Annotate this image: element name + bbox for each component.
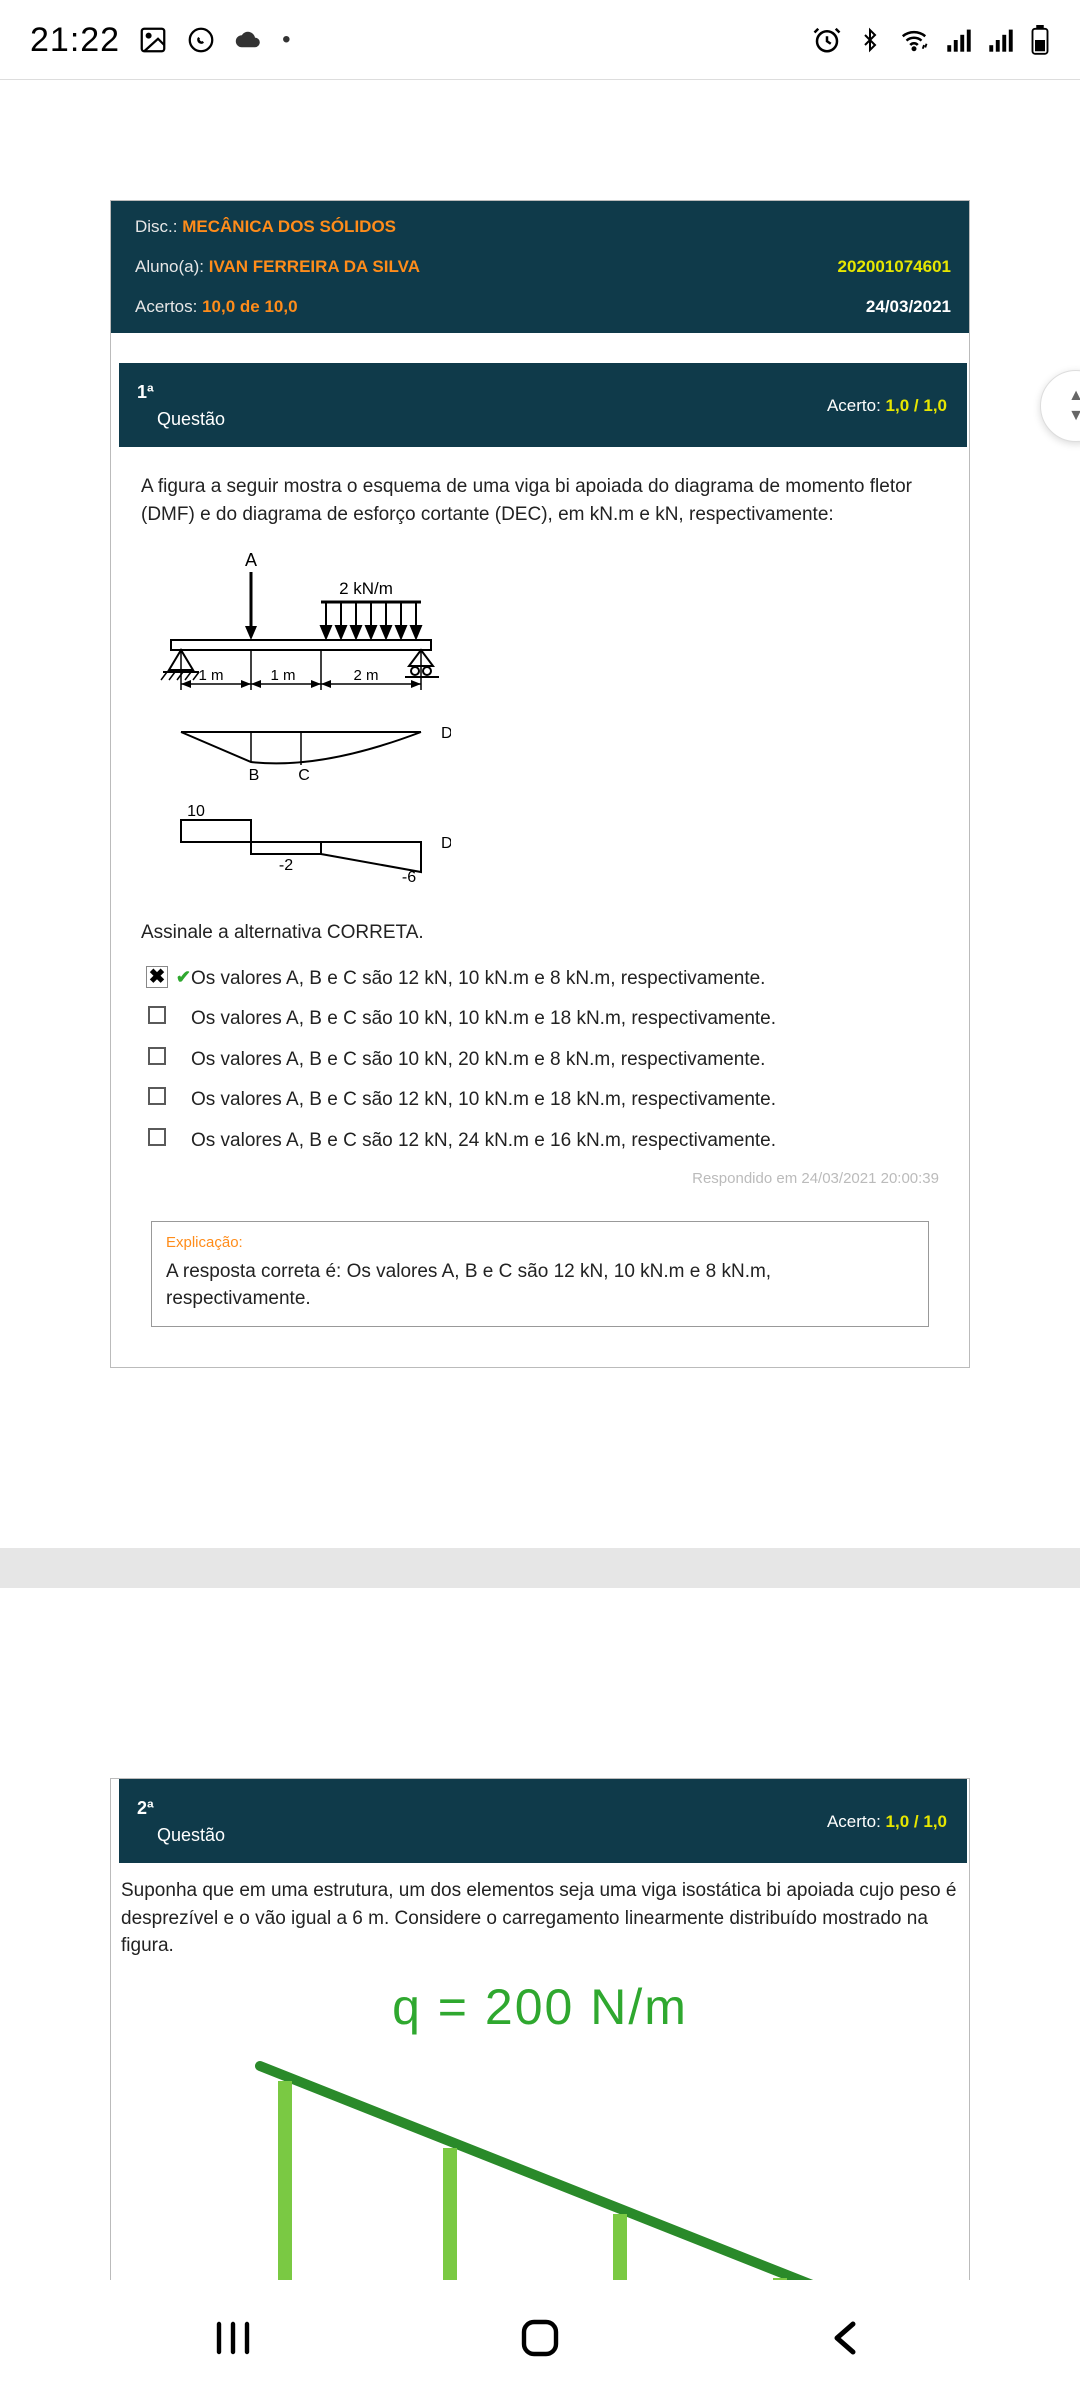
gallery-icon	[138, 25, 168, 55]
checkbox-icon	[148, 1047, 166, 1065]
svg-text:1 m: 1 m	[270, 667, 295, 684]
acertos-label: Acertos:	[135, 297, 197, 316]
checkbox-icon	[148, 1087, 166, 1105]
alternative-marker	[141, 1085, 173, 1105]
q1-instruction: Assinale a alternativa CORRETA.	[141, 922, 939, 944]
alarm-icon	[812, 25, 842, 55]
alternative-marker	[141, 1004, 173, 1024]
checkbox-icon	[148, 1128, 166, 1146]
q1-text: A figura a seguir mostra o esquema de um…	[141, 473, 939, 528]
battery-icon	[1030, 25, 1050, 55]
header-date: 24/03/2021	[866, 297, 951, 317]
cloud-icon	[234, 28, 264, 52]
svg-text:2 m: 2 m	[353, 667, 378, 684]
alternative-row[interactable]: Os valores A, B e C são 12 kN, 24 kN.m e…	[141, 1126, 939, 1156]
q2-score-earned: 1,0	[886, 1812, 910, 1831]
explanation-title: Explicação:	[166, 1234, 914, 1251]
aluno-label: Aluno(a):	[135, 257, 204, 276]
q1-word: Questão	[137, 406, 225, 433]
back-button[interactable]	[823, 2314, 871, 2367]
alternative-row[interactable]: Os valores A, B e C são 12 kN, 10 kN.m e…	[141, 1085, 939, 1115]
dot-icon: •	[282, 26, 290, 54]
alternative-text: Os valores A, B e C são 12 kN, 10 kN.m e…	[191, 1085, 939, 1115]
answered-timestamp: Respondido em 24/03/2021 20:00:39	[141, 1170, 939, 1187]
explanation-text: A resposta correta é: Os valores A, B e …	[166, 1259, 914, 1312]
q1-score-total: 1,0	[923, 396, 947, 415]
svg-text:1 m: 1 m	[198, 667, 223, 684]
q2-score-total: 1,0	[923, 1812, 947, 1831]
alternative-row[interactable]: Os valores A, B e C são 10 kN, 20 kN.m e…	[141, 1045, 939, 1075]
alternative-text: Os valores A, B e C são 10 kN, 10 kN.m e…	[191, 1004, 939, 1034]
clock: 21:22	[30, 21, 120, 60]
svg-text:C: C	[298, 767, 310, 784]
disc-label: Disc.:	[135, 217, 178, 236]
load-label: q = 200 N/m	[111, 1978, 969, 2036]
signal-2-icon	[988, 27, 1014, 53]
svg-text:B: B	[249, 767, 260, 784]
alternative-row[interactable]: Os valores A, B e C são 10 kN, 10 kN.m e…	[141, 1004, 939, 1034]
checkmark-icon: ✔	[176, 967, 191, 988]
arrow-down-icon: ▼	[1068, 408, 1080, 424]
acertos-value: 10,0 de 10,0	[202, 297, 297, 316]
q1-number: 1ª	[137, 379, 225, 406]
alternative-marker-correct: ✖ ✔	[141, 964, 173, 988]
svg-text:A: A	[245, 552, 257, 570]
whatsapp-icon	[186, 25, 216, 55]
disc-value: MECÂNICA DOS SÓLIDOS	[182, 217, 396, 236]
q2-score-sep: /	[914, 1812, 923, 1831]
explanation-box: Explicação: A resposta correta é: Os val…	[151, 1221, 929, 1327]
section-gap	[0, 1548, 1080, 1588]
load-diagram: q = 200 N/m	[111, 1978, 969, 2280]
svg-text:-6: -6	[402, 869, 416, 882]
webview[interactable]: Disc.: MECÂNICA DOS SÓLIDOS Aluno(a): IV…	[0, 80, 1080, 2280]
svg-text:-2: -2	[279, 857, 293, 874]
alternative-row[interactable]: ✖ ✔ Os valores A, B e C são 12 kN, 10 kN…	[141, 964, 939, 994]
matricula: 202001074601	[838, 257, 951, 277]
q1-score-earned: 1,0	[886, 396, 910, 415]
alternative-text: Os valores A, B e C são 12 kN, 24 kN.m e…	[191, 1126, 939, 1156]
beam-diagram: A 2 kN/m	[151, 552, 451, 882]
question-card-1: Disc.: MECÂNICA DOS SÓLIDOS Aluno(a): IV…	[110, 200, 970, 1368]
svg-text:DMF: DMF	[441, 725, 451, 742]
question-1-header: 1ª Questão Acerto: 1,0 / 1,0	[113, 363, 967, 447]
svg-text:DEC: DEC	[441, 835, 451, 852]
bluetooth-icon	[858, 25, 882, 55]
q1-score-sep: /	[914, 396, 923, 415]
status-bar: 21:22 •	[0, 0, 1080, 80]
home-button[interactable]	[516, 2314, 564, 2367]
alternatives-list: ✖ ✔ Os valores A, B e C são 12 kN, 10 kN…	[141, 964, 939, 1156]
aluno-value: IVAN FERREIRA DA SILVA	[209, 257, 420, 276]
signal-1-icon	[946, 27, 972, 53]
course-header: Disc.: MECÂNICA DOS SÓLIDOS Aluno(a): IV…	[111, 201, 969, 333]
alternative-text: Os valores A, B e C são 12 kN, 10 kN.m e…	[191, 964, 939, 994]
arrow-up-icon: ▲	[1068, 388, 1080, 404]
wifi-icon	[898, 25, 930, 55]
q2-text: Suponha que em uma estrutura, um dos ele…	[111, 1863, 969, 1978]
question-1-body: A figura a seguir mostra o esquema de um…	[111, 447, 969, 1367]
q1-score-label: Acerto:	[827, 396, 881, 415]
checked-x-icon: ✖	[146, 966, 168, 988]
alternative-marker	[141, 1126, 173, 1146]
question-2-header: 2ª Questão Acerto: 1,0 / 1,0	[113, 1779, 967, 1863]
svg-text:10: 10	[187, 803, 205, 820]
recent-apps-button[interactable]	[209, 2314, 257, 2367]
q2-word: Questão	[137, 1822, 225, 1849]
android-navbar	[0, 2280, 1080, 2400]
q2-score-label: Acerto:	[827, 1812, 881, 1831]
alternative-text: Os valores A, B e C são 10 kN, 20 kN.m e…	[191, 1045, 939, 1075]
checkbox-icon	[148, 1006, 166, 1024]
svg-text:2 kN/m: 2 kN/m	[339, 579, 393, 598]
question-card-2: 2ª Questão Acerto: 1,0 / 1,0 Suponha que…	[110, 1778, 970, 2280]
alternative-marker	[141, 1045, 173, 1065]
q2-number: 2ª	[137, 1795, 225, 1822]
